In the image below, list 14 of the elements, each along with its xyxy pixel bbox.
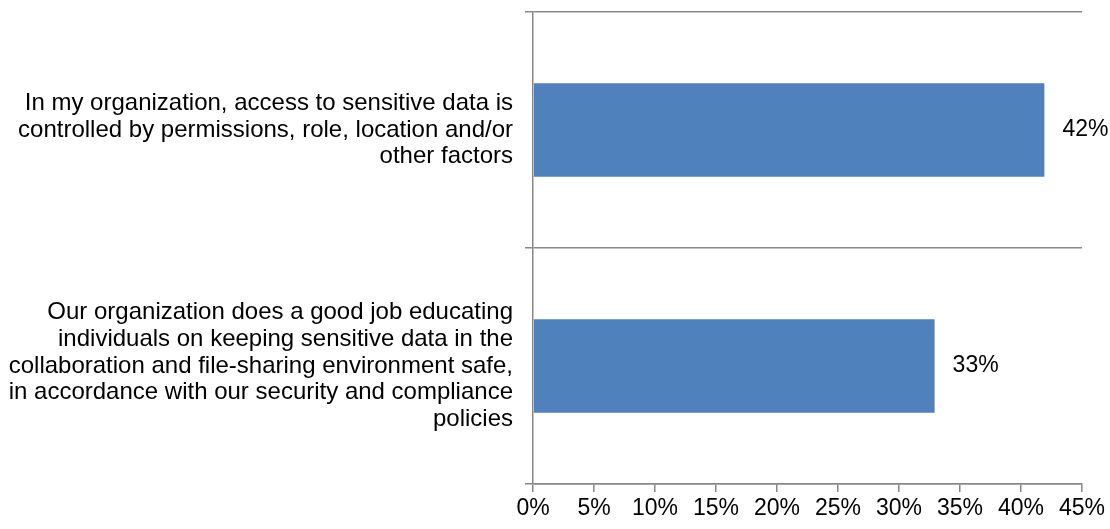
y-tick-label: In my organization, access to sensitive data is controlled by permissions, role, location and/or other factors xyxy=(18,87,513,169)
x-tick-label: 5% xyxy=(577,494,611,521)
data-label: 42% xyxy=(1062,115,1109,142)
x-tick-label: 35% xyxy=(936,494,984,521)
x-tick-label: 45% xyxy=(1058,494,1106,521)
x-tick-label: 0% xyxy=(516,494,550,521)
y-tick-label: Our organization does a good job educating individuals on keeping sensitive data in the collaboration and file-sharing environment safe, in accordance with our security and compliance policies xyxy=(8,297,513,431)
data-label: 33% xyxy=(952,351,999,378)
x-tick-label: 15% xyxy=(692,494,740,521)
x-tick-label: 20% xyxy=(753,494,801,521)
x-tick-label: 40% xyxy=(997,494,1045,521)
x-tick-label: 25% xyxy=(814,494,862,521)
x-tick-label: 10% xyxy=(631,494,679,521)
x-tick-label: 30% xyxy=(875,494,923,521)
